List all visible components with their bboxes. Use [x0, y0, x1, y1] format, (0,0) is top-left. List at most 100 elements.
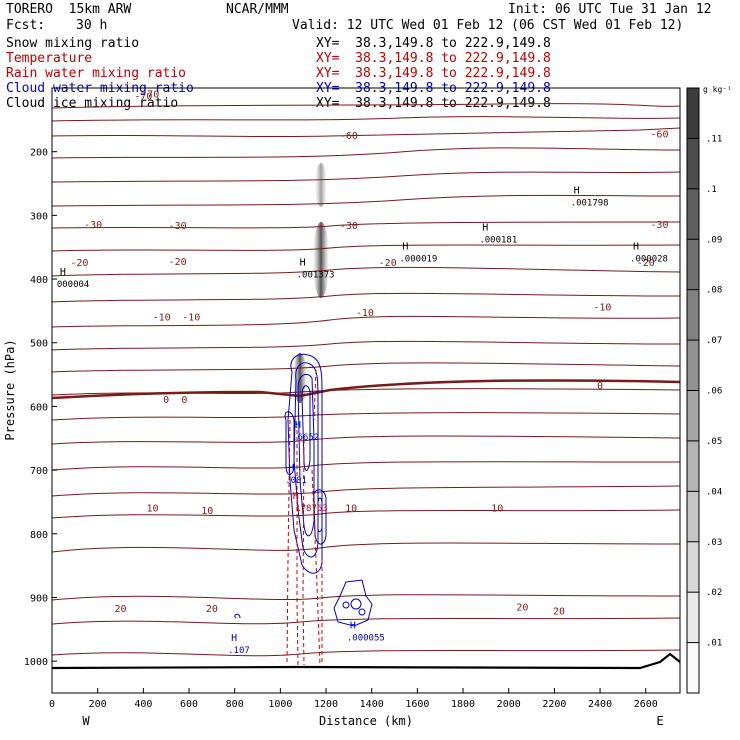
- y-tick-label: 600: [30, 402, 48, 413]
- maximum-value: .000019: [399, 255, 437, 265]
- temperature-label: -10: [593, 303, 611, 314]
- maximum-value: .000181: [479, 235, 517, 245]
- maximum-value: .001373: [297, 271, 335, 281]
- field-xy: XY= 38.3,149.8 to 222.9,149.8: [316, 36, 551, 51]
- maximum-marker: H: [295, 420, 301, 431]
- temperature-label: 20: [114, 604, 126, 615]
- y-tick-label: 900: [30, 593, 48, 604]
- field-xy: XY= 38.3,149.8 to 222.9,149.8: [316, 51, 551, 66]
- field-xy: XY= 38.3,149.8 to 222.9,149.8: [316, 66, 551, 81]
- temperature-label: 20: [516, 603, 528, 614]
- model-title: TORERO 15km ARW: [6, 2, 132, 17]
- maximum-marker: H: [288, 463, 294, 474]
- zero-degree-isotherm: [51, 379, 681, 400]
- maximum-value: .001798: [571, 199, 609, 209]
- maximum-marker: H: [350, 621, 356, 632]
- init-time: Init: 06 UTC Tue 31 Jan 12: [508, 2, 712, 17]
- temperature-label: -30: [340, 221, 358, 232]
- y-tick-label: 200: [30, 148, 48, 159]
- snow-shading: [293, 163, 329, 403]
- maximum-marker: H: [482, 222, 488, 233]
- y-tick-label: 700: [30, 466, 48, 477]
- forecast-label: Fcst:: [6, 18, 46, 33]
- temperature-label: -20: [637, 258, 655, 269]
- colorbar-swatch: [687, 239, 699, 290]
- temperature-label: -60: [340, 131, 358, 142]
- x-axis-label: Distance (km): [319, 714, 413, 728]
- colorbar-tick-label: .07: [706, 336, 722, 346]
- temperature-label: -70: [141, 89, 159, 100]
- forecast-hours: 30 h: [76, 18, 108, 33]
- colorbar-swatch: [687, 188, 699, 240]
- maximum-value: .178763: [290, 504, 328, 514]
- colorbar-tick-label: .11: [706, 134, 722, 144]
- rain-water-contours: [286, 369, 323, 666]
- y-tick-label: 400: [30, 275, 48, 286]
- maximum-marker: H: [231, 633, 237, 644]
- colorbar-swatch: [687, 642, 699, 693]
- west-label: W: [82, 714, 90, 728]
- y-axis-label: Pressure (hPa): [3, 339, 17, 440]
- colorbar: .11 .1 .09 .08 .07 .06 .05 .04 .03 .02 .01: [686, 87, 722, 694]
- temperature-label: -70: [134, 91, 152, 102]
- maximum-marker: H: [574, 186, 580, 197]
- maximum-value: .001: [285, 476, 307, 486]
- temperature-label: -60: [650, 129, 668, 140]
- y-tick-label: 300: [30, 211, 48, 222]
- maxima-labels: H 000004 H .001373 H .000019 H .000181 H .001798 H…: [57, 186, 668, 657]
- maximum-marker: H: [293, 491, 299, 502]
- colorbar-tick-label: .03: [706, 538, 722, 548]
- x-tick-label: 1600: [405, 699, 429, 710]
- colorbar-swatch: [687, 289, 699, 341]
- temperature-label: -20: [70, 258, 88, 269]
- temperature-label: -20: [169, 257, 187, 268]
- temperature-label: -10: [182, 312, 200, 323]
- temperature-label: 20: [553, 606, 565, 617]
- colorbar-tick-label: .01: [706, 639, 722, 649]
- colorbar-tick-label: .06: [706, 387, 722, 397]
- temperature-label: -30: [169, 221, 187, 232]
- temperature-label: 20: [206, 604, 218, 615]
- colorbar-swatch: [687, 390, 699, 441]
- terrain-line: [51, 652, 681, 670]
- x-tick-label: 600: [180, 699, 198, 710]
- colorbar-unit: g kg⁻¹: [703, 85, 732, 94]
- maximum-value: .000028: [630, 255, 668, 265]
- colorbar-tick-label: .02: [706, 588, 722, 598]
- maximum-marker: H: [402, 242, 408, 253]
- maximum-marker: H: [60, 267, 66, 278]
- x-tick-label: 2000: [497, 699, 521, 710]
- temperature-label: -10: [356, 308, 374, 319]
- temperature-label: -20: [379, 258, 397, 269]
- colorbar-tick-label: .1: [706, 185, 717, 195]
- colorbar-tick-label: .09: [706, 235, 722, 245]
- temperature-label: 10: [146, 503, 158, 514]
- plot-frame: [51, 87, 681, 694]
- colorbar-swatch: [687, 340, 699, 391]
- colorbar-tick-label: .04: [706, 487, 722, 497]
- y-tick-label: 800: [30, 530, 48, 541]
- x-tick-label: 800: [226, 699, 244, 710]
- x-tick-label: 2200: [542, 699, 566, 710]
- x-tick-label: 0: [49, 699, 55, 710]
- temperature-contour-labels: -70-70-60-60-30 -30 -30 -30-20 -20 -20 -20-10-…: [70, 89, 668, 617]
- temperature-label: 10: [491, 503, 503, 514]
- field-name: Temperature: [6, 51, 93, 66]
- valid-time: Valid: 12 UTC Wed 01 Feb 12 (06 CST Wed …: [292, 18, 684, 33]
- cloud-water-contours: [234, 353, 373, 627]
- colorbar-swatch: [687, 138, 699, 189]
- colorbar-tick-label: .08: [706, 286, 722, 296]
- field-name: Rain water mixing ratio: [6, 66, 187, 81]
- x-tick-label: 1400: [360, 699, 384, 710]
- maximum-value: .107: [228, 646, 250, 656]
- temperature-label: -30: [84, 220, 102, 231]
- temperature-label: 0: [163, 395, 169, 406]
- colorbar-swatch: [687, 88, 699, 139]
- temperature-label: 10: [345, 503, 357, 514]
- x-axis: 0 200 400 600 800 1000 1200 1400 1600 1800 2000 220…: [49, 688, 658, 710]
- colorbar-swatch: [687, 541, 699, 593]
- maximum-value: .6652: [292, 433, 319, 443]
- colorbar-swatch: [687, 440, 699, 492]
- maximum-value: .000055: [347, 634, 385, 644]
